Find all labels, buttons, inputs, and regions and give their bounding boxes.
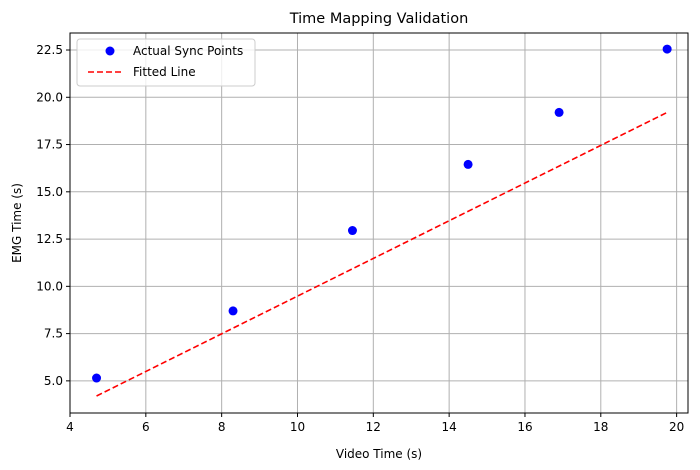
legend-marker-actual-sync-points [105,46,115,56]
y-tick-label: 12.5 [36,232,63,246]
y-tick-label: 7.5 [44,327,63,341]
y-tick-label: 10.0 [36,279,63,293]
x-tick-label: 10 [290,420,305,434]
x-axis-ticks: 4 6 8 10 12 14 16 18 20 [66,413,684,434]
x-tick-label: 14 [442,420,457,434]
sync-point [463,159,473,169]
legend-label-fitted-line: Fitted Line [133,65,196,79]
x-tick-label: 8 [218,420,226,434]
y-tick-label: 22.5 [36,43,63,57]
plot-series [92,44,672,397]
sync-point [554,107,564,117]
y-axis-title: EMG Time (s) [10,183,24,263]
x-tick-label: 6 [142,420,150,434]
y-axis-ticks: 5.0 7.5 10.0 12.5 15.0 17.5 20.0 22.5 [36,43,70,388]
x-tick-label: 16 [517,420,532,434]
y-tick-label: 17.5 [36,138,63,152]
x-tick-label: 12 [366,420,381,434]
sync-point [228,306,238,316]
x-axis-title: Video Time (s) [336,447,422,461]
sync-point [662,44,672,54]
sync-point [92,373,102,383]
y-tick-label: 5.0 [44,374,63,388]
grid [69,33,688,413]
x-tick-label: 4 [66,420,74,434]
chart-title: Time Mapping Validation [289,11,469,27]
plot-frame [69,32,689,414]
legend: Actual Sync Points Fitted Line [76,38,256,87]
y-tick-label: 15.0 [36,185,63,199]
y-tick-label: 20.0 [36,90,63,104]
x-tick-label: 20 [669,420,684,434]
legend-label-actual-sync-points: Actual Sync Points [133,44,243,58]
fitted-line [96,111,668,397]
legend-box [76,38,256,87]
x-tick-label: 18 [593,420,608,434]
sync-point [347,226,357,236]
